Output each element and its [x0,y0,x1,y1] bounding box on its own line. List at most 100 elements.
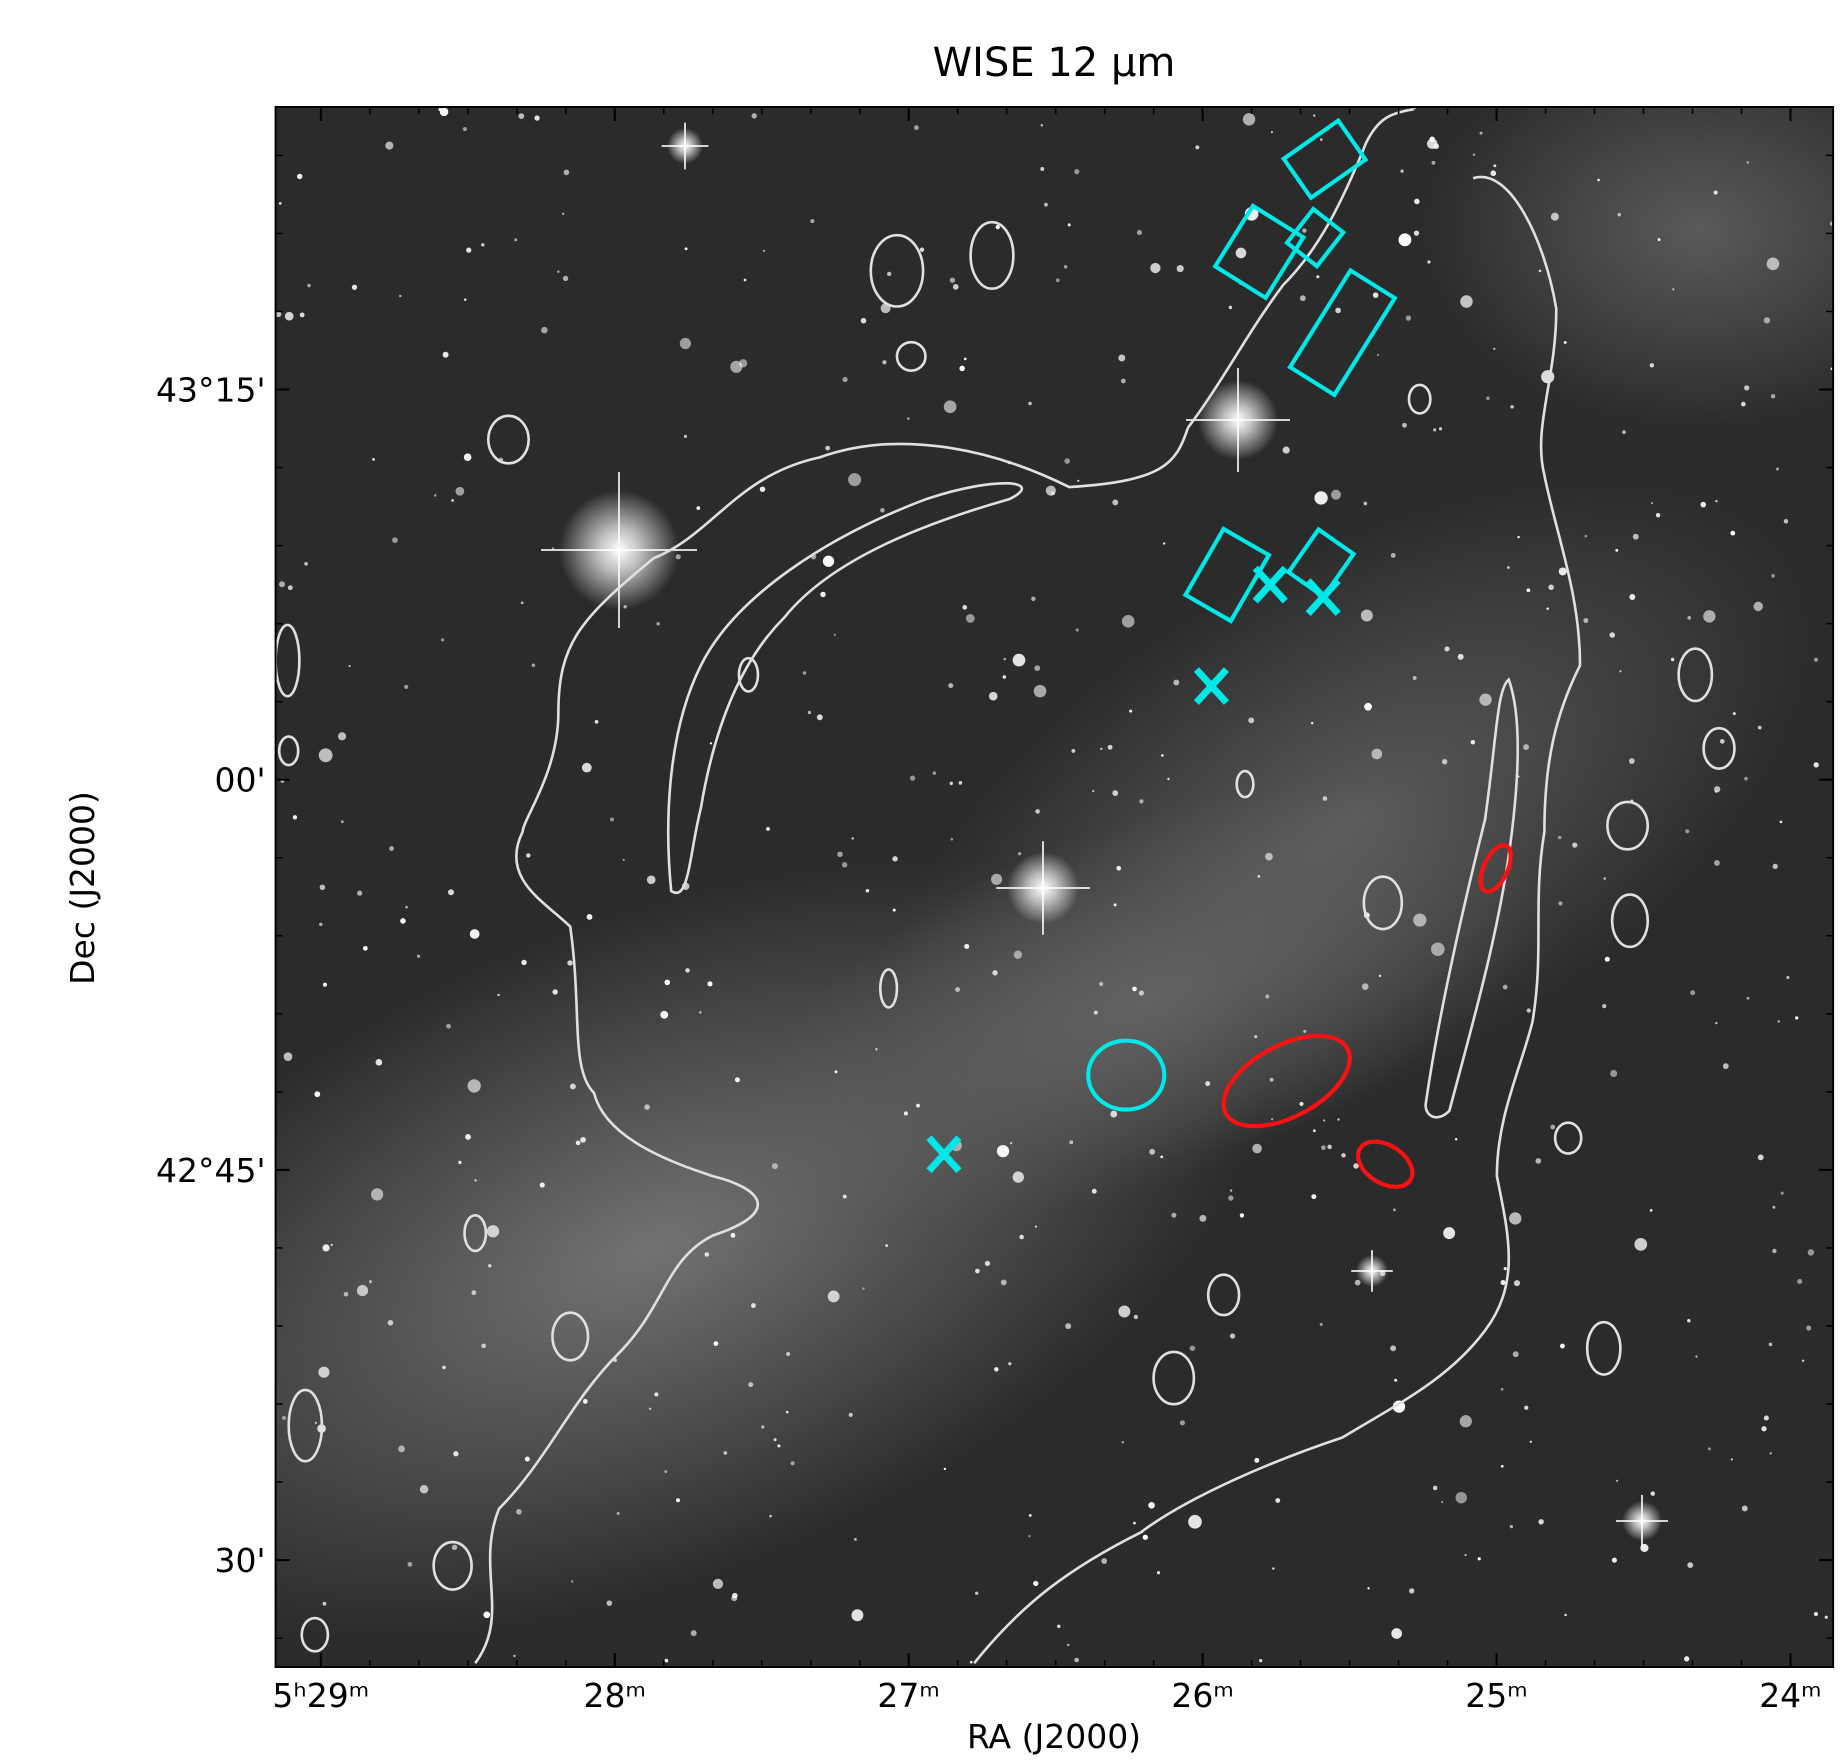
star [808,711,811,714]
star [434,494,437,497]
star [1314,491,1327,504]
star [1619,670,1621,672]
star [465,1134,471,1140]
star [1068,223,1071,226]
x-tick-label: 5ʰ29ᵐ [272,1676,369,1715]
star [1442,759,1447,764]
star [1780,821,1783,824]
star [1302,228,1306,232]
chart-title: WISE 12 μm [933,40,1176,86]
star [851,1609,863,1621]
star [404,685,408,689]
star [583,1399,588,1404]
star [1122,1441,1124,1443]
star [751,113,756,118]
star [649,1408,651,1410]
star [1129,710,1132,713]
star [1171,1213,1176,1218]
star [914,125,919,130]
x-axis-label: RA (J2000) [967,1717,1141,1756]
star [1413,913,1426,926]
star [1771,574,1774,577]
star [1257,875,1260,878]
star [1248,717,1254,723]
star [1377,354,1379,356]
star [950,278,955,283]
star [1715,1022,1717,1024]
star [1814,1612,1818,1616]
star [1460,295,1472,307]
y-tick-label: 30' [215,1541,266,1580]
star [1018,852,1021,855]
star [953,284,959,290]
star [1559,568,1567,576]
star [713,1341,718,1346]
star [769,1515,772,1518]
star [471,1290,476,1295]
star [1772,1249,1776,1253]
star [1367,1587,1369,1589]
star [1311,1194,1316,1199]
star [1035,1226,1037,1228]
y-tick-label: 43°15' [156,371,266,410]
star [854,1538,857,1541]
star [392,537,398,543]
star [398,1446,405,1453]
star [607,1600,613,1606]
star [1371,749,1382,760]
star [966,614,975,623]
star [285,312,294,321]
star [1767,257,1780,270]
star [735,1077,740,1082]
star [774,1438,777,1441]
star [1747,997,1750,1000]
star [420,1485,429,1494]
star [279,581,285,587]
star [1564,341,1567,344]
star [1797,1279,1802,1284]
star [1808,1249,1814,1255]
star [284,1052,293,1061]
star [1708,1447,1711,1450]
star [1019,1235,1023,1239]
star [1157,1571,1160,1574]
star [307,284,311,288]
star [985,1261,990,1266]
star [933,771,937,775]
star [1057,1625,1060,1628]
star [685,968,689,972]
star [1300,295,1306,301]
star [875,1048,877,1050]
star [1013,654,1026,667]
star [848,473,861,486]
star [331,1244,333,1246]
star [951,838,954,841]
star [1758,726,1762,730]
star [1550,1125,1555,1130]
star [724,1451,728,1455]
star [989,692,998,701]
star [466,247,471,252]
star [1772,1206,1775,1209]
star [964,357,967,360]
star [748,1382,753,1387]
star [944,1468,946,1470]
star [1313,1129,1316,1132]
star [1583,618,1588,623]
star [1100,748,1102,750]
star [1622,430,1626,434]
star [1558,836,1561,839]
star [464,453,472,461]
star [1605,957,1610,962]
star [1064,265,1068,269]
star [1490,170,1496,176]
star [1071,749,1075,753]
star [1409,1588,1414,1593]
star [1133,1522,1136,1525]
star [660,1011,668,1019]
star [1629,594,1635,600]
star [751,1303,756,1308]
star [1514,1280,1520,1286]
star [1393,1209,1396,1212]
star [991,874,1002,885]
